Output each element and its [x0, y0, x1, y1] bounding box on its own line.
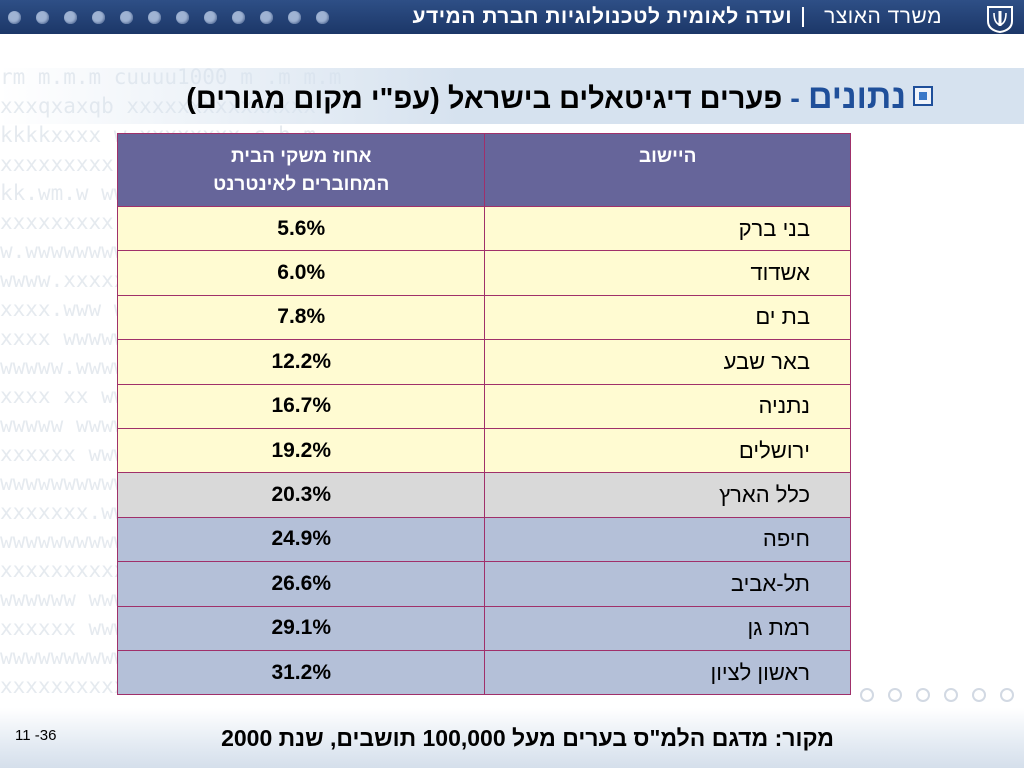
table-row: בני ברק 5.6%: [116, 205, 851, 252]
percent-cell: 26.6%: [116, 561, 486, 607]
table-row: אשדוד 6.0%: [116, 250, 851, 296]
percent-cell: 6.0%: [116, 250, 486, 296]
town-cell: בני ברק: [484, 205, 851, 252]
town-cell: ירושלים: [484, 427, 851, 474]
percent-cell: 7.8%: [116, 294, 486, 341]
percent-cell: 24.9%: [116, 516, 486, 563]
square-bullet-icon: [913, 86, 933, 106]
table-row: רמת גן 29.1%: [116, 605, 851, 651]
town-cell: תל-אביב: [484, 561, 851, 607]
town-cell: נתניה: [484, 383, 851, 429]
table-row-national: כלל הארץ 20.3%: [116, 472, 851, 518]
source-note: מקור: מדגם הלמ"ס בערים מעל 100,000 תושבי…: [221, 725, 834, 751]
state-emblem-icon: [987, 6, 1013, 33]
town-cell: באר שבע: [484, 339, 851, 385]
header-dots: [8, 0, 344, 34]
table-row: ירושלים 19.2%: [116, 427, 851, 474]
internet-connectivity-table: היישוב אחוז משקי הבית המחוברים לאינטרנט …: [116, 133, 851, 696]
table-row: ראשון לציון 31.2%: [116, 649, 851, 696]
header-separator: [802, 7, 805, 28]
header-percent-line2: המחוברים לאינטרנט: [213, 174, 390, 195]
committee-name: ועדה לאומית לטכנולוגיות חברת המידע: [412, 5, 793, 28]
percent-cell: 31.2%: [116, 649, 486, 696]
header-title: משרד האוצר ועדה לאומית לטכנולוגיות חברת ה…: [413, 0, 943, 34]
title-dash: -: [790, 83, 800, 115]
title-band: [0, 68, 1024, 124]
table-row: נתניה 16.7%: [116, 383, 851, 429]
decorative-circles: [860, 688, 1024, 702]
table-row: באר שבע 12.2%: [116, 339, 851, 385]
table-header-row: היישוב אחוז משקי הבית המחוברים לאינטרנט: [116, 133, 851, 207]
town-cell: כלל הארץ: [484, 472, 851, 518]
title-keyword: נתונים: [807, 78, 906, 116]
town-cell: אשדוד: [484, 250, 851, 296]
town-cell: ראשון לציון: [484, 649, 851, 696]
percent-cell: 12.2%: [116, 339, 486, 385]
header-percent-line1: אחוז משקי הבית: [230, 146, 372, 167]
slide-title: נתונים-פערים דיגיטאלים בישראל (עפ"י מקום…: [186, 78, 906, 117]
table-row: בת ים 7.8%: [116, 294, 851, 341]
footer-band: [0, 708, 1024, 768]
ministry-name: משרד האוצר: [824, 5, 942, 28]
percent-cell: 19.2%: [116, 427, 486, 474]
table-row: חיפה 24.9%: [116, 516, 851, 563]
page-number: 11 -36: [15, 727, 57, 744]
header-percent: אחוז משקי הבית המחוברים לאינטרנט: [116, 133, 486, 207]
town-cell: חיפה: [484, 516, 851, 563]
header-town: היישוב: [484, 133, 851, 207]
percent-cell: 20.3%: [116, 472, 486, 518]
percent-cell: 5.6%: [116, 205, 486, 252]
town-cell: בת ים: [484, 294, 851, 341]
table-row: תל-אביב 26.6%: [116, 561, 851, 607]
title-text: פערים דיגיטאלים בישראל (עפ"י מקום מגורים…: [186, 83, 783, 115]
percent-cell: 16.7%: [116, 383, 486, 429]
town-cell: רמת גן: [484, 605, 851, 651]
percent-cell: 29.1%: [116, 605, 486, 651]
header-bar: משרד האוצר ועדה לאומית לטכנולוגיות חברת ה…: [0, 0, 1024, 34]
